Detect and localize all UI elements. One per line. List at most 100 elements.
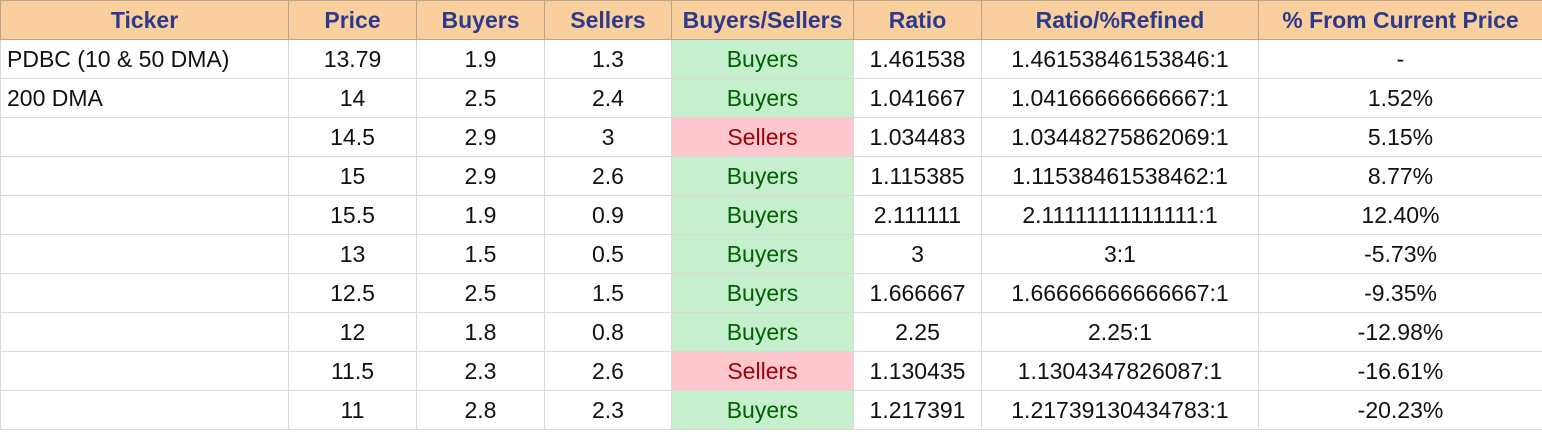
cell-ticker[interactable] [0, 312, 289, 352]
table-row: 11.5 2.3 2.6 Sellers 1.130435 1.13043478… [0, 351, 1542, 391]
cell-ratio-refined[interactable]: 1.1304347826087:1 [981, 351, 1259, 391]
cell-ratio-refined[interactable]: 1.04166666666667:1 [981, 78, 1259, 118]
cell-signal[interactable]: Sellers [671, 351, 854, 391]
cell-ratio[interactable]: 1.115385 [853, 156, 982, 196]
cell-signal[interactable]: Buyers [671, 78, 854, 118]
cell-pct[interactable]: 12.40% [1258, 195, 1542, 235]
cell-price[interactable]: 11 [288, 390, 417, 430]
header-buyers[interactable]: Buyers [416, 0, 545, 40]
cell-ticker[interactable] [0, 390, 289, 430]
cell-signal[interactable]: Sellers [671, 117, 854, 157]
cell-ratio-refined[interactable]: 3:1 [981, 234, 1259, 274]
price-level-table: Ticker Price Buyers Sellers Buyers/Selle… [0, 0, 1542, 430]
cell-signal[interactable]: Buyers [671, 39, 854, 79]
table-row: 14.5 2.9 3 Sellers 1.034483 1.0344827586… [0, 117, 1542, 157]
header-buyers-sellers[interactable]: Buyers/Sellers [671, 0, 854, 40]
cell-buyers[interactable]: 2.8 [416, 390, 545, 430]
cell-pct[interactable]: -16.61% [1258, 351, 1542, 391]
cell-buyers[interactable]: 1.9 [416, 39, 545, 79]
table-body: PDBC (10 & 50 DMA) 13.79 1.9 1.3 Buyers … [0, 39, 1542, 430]
cell-ratio-refined[interactable]: 1.66666666666667:1 [981, 273, 1259, 313]
header-sellers[interactable]: Sellers [544, 0, 672, 40]
cell-sellers[interactable]: 2.6 [544, 156, 672, 196]
cell-price[interactable]: 15 [288, 156, 417, 196]
cell-pct[interactable]: -9.35% [1258, 273, 1542, 313]
cell-buyers[interactable]: 1.8 [416, 312, 545, 352]
cell-sellers[interactable]: 2.6 [544, 351, 672, 391]
cell-ratio[interactable]: 1.130435 [853, 351, 982, 391]
cell-pct[interactable]: - [1258, 39, 1542, 79]
cell-pct[interactable]: -5.73% [1258, 234, 1542, 274]
header-row: Ticker Price Buyers Sellers Buyers/Selle… [0, 0, 1542, 40]
cell-buyers[interactable]: 2.9 [416, 117, 545, 157]
cell-price[interactable]: 14.5 [288, 117, 417, 157]
cell-ratio-refined[interactable]: 1.46153846153846:1 [981, 39, 1259, 79]
cell-sellers[interactable]: 0.5 [544, 234, 672, 274]
cell-ratio-refined[interactable]: 1.03448275862069:1 [981, 117, 1259, 157]
table-row: 13 1.5 0.5 Buyers 3 3:1 -5.73% [0, 234, 1542, 274]
cell-signal[interactable]: Buyers [671, 234, 854, 274]
cell-buyers[interactable]: 1.9 [416, 195, 545, 235]
cell-ratio-refined[interactable]: 2.25:1 [981, 312, 1259, 352]
cell-sellers[interactable]: 0.9 [544, 195, 672, 235]
cell-sellers[interactable]: 1.5 [544, 273, 672, 313]
cell-ticker[interactable] [0, 117, 289, 157]
cell-price[interactable]: 12 [288, 312, 417, 352]
cell-ratio[interactable]: 3 [853, 234, 982, 274]
cell-ratio-refined[interactable]: 2.11111111111111:1 [981, 195, 1259, 235]
cell-ratio-refined[interactable]: 1.11538461538462:1 [981, 156, 1259, 196]
cell-buyers[interactable]: 2.5 [416, 78, 545, 118]
cell-buyers[interactable]: 2.9 [416, 156, 545, 196]
header-price[interactable]: Price [288, 0, 417, 40]
cell-buyers[interactable]: 2.5 [416, 273, 545, 313]
cell-ratio[interactable]: 1.217391 [853, 390, 982, 430]
cell-price[interactable]: 15.5 [288, 195, 417, 235]
table-header: Ticker Price Buyers Sellers Buyers/Selle… [0, 0, 1542, 40]
cell-signal[interactable]: Buyers [671, 390, 854, 430]
cell-ratio[interactable]: 2.25 [853, 312, 982, 352]
table-row: 15.5 1.9 0.9 Buyers 2.111111 2.111111111… [0, 195, 1542, 235]
table-row: 12.5 2.5 1.5 Buyers 1.666667 1.666666666… [0, 273, 1542, 313]
cell-buyers[interactable]: 1.5 [416, 234, 545, 274]
header-ratio[interactable]: Ratio [853, 0, 982, 40]
cell-ticker[interactable] [0, 156, 289, 196]
cell-price[interactable]: 11.5 [288, 351, 417, 391]
table-row: 200 DMA 14 2.5 2.4 Buyers 1.041667 1.041… [0, 78, 1542, 118]
cell-ticker[interactable]: 200 DMA [0, 78, 289, 118]
cell-ratio[interactable]: 2.111111 [853, 195, 982, 235]
cell-pct[interactable]: -20.23% [1258, 390, 1542, 430]
cell-price[interactable]: 13 [288, 234, 417, 274]
cell-buyers[interactable]: 2.3 [416, 351, 545, 391]
table-row: 11 2.8 2.3 Buyers 1.217391 1.21739130434… [0, 390, 1542, 430]
cell-sellers[interactable]: 2.4 [544, 78, 672, 118]
header-ticker[interactable]: Ticker [0, 0, 289, 40]
header-ratio-refined[interactable]: Ratio/%Refined [981, 0, 1259, 40]
cell-price[interactable]: 12.5 [288, 273, 417, 313]
cell-price[interactable]: 13.79 [288, 39, 417, 79]
cell-ratio[interactable]: 1.041667 [853, 78, 982, 118]
cell-price[interactable]: 14 [288, 78, 417, 118]
cell-pct[interactable]: 5.15% [1258, 117, 1542, 157]
cell-ticker[interactable] [0, 195, 289, 235]
header-pct-from-current[interactable]: % From Current Price [1258, 0, 1542, 40]
cell-signal[interactable]: Buyers [671, 312, 854, 352]
cell-ticker[interactable] [0, 234, 289, 274]
cell-ticker[interactable] [0, 273, 289, 313]
cell-sellers[interactable]: 1.3 [544, 39, 672, 79]
cell-ticker[interactable] [0, 351, 289, 391]
cell-sellers[interactable]: 2.3 [544, 390, 672, 430]
cell-pct[interactable]: 8.77% [1258, 156, 1542, 196]
cell-pct[interactable]: -12.98% [1258, 312, 1542, 352]
cell-ratio[interactable]: 1.034483 [853, 117, 982, 157]
cell-pct[interactable]: 1.52% [1258, 78, 1542, 118]
cell-ratio-refined[interactable]: 1.21739130434783:1 [981, 390, 1259, 430]
cell-sellers[interactable]: 0.8 [544, 312, 672, 352]
table-row: PDBC (10 & 50 DMA) 13.79 1.9 1.3 Buyers … [0, 39, 1542, 79]
cell-signal[interactable]: Buyers [671, 195, 854, 235]
cell-sellers[interactable]: 3 [544, 117, 672, 157]
cell-ratio[interactable]: 1.461538 [853, 39, 982, 79]
cell-signal[interactable]: Buyers [671, 273, 854, 313]
cell-signal[interactable]: Buyers [671, 156, 854, 196]
cell-ratio[interactable]: 1.666667 [853, 273, 982, 313]
cell-ticker[interactable]: PDBC (10 & 50 DMA) [0, 39, 289, 79]
